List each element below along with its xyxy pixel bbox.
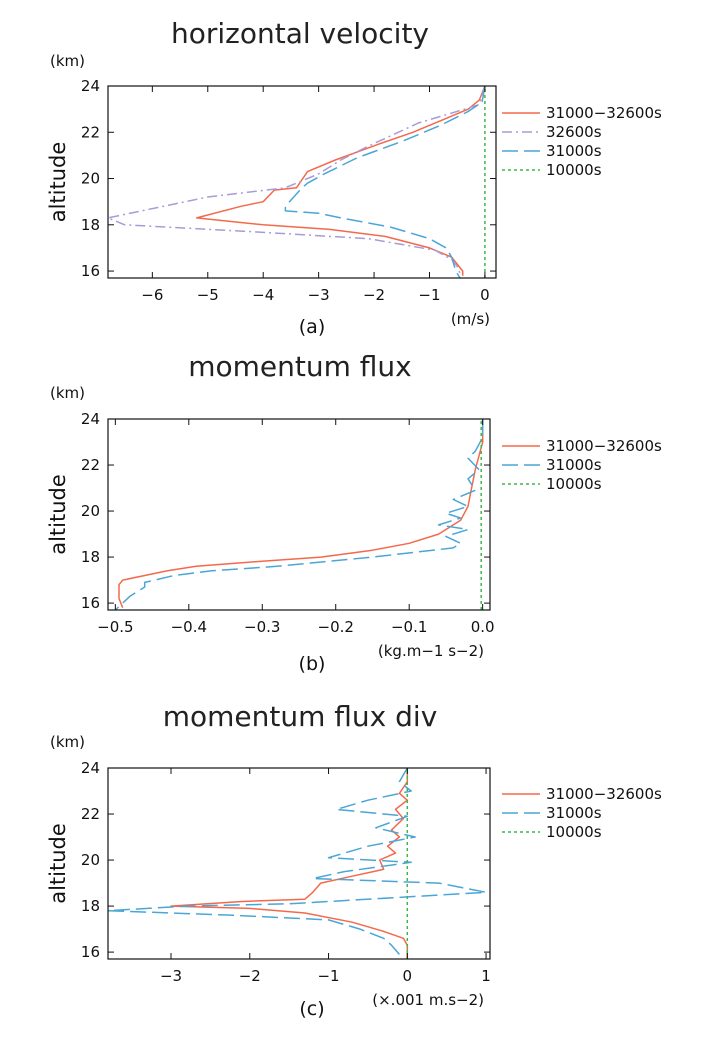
series-group (114, 419, 484, 610)
x-tick-label: −2 (239, 967, 261, 985)
legend-label: 10000s (546, 475, 602, 493)
panel-caption: (a) (299, 316, 325, 338)
chart-title: horizontal velocity (171, 17, 429, 50)
series-line-0 (118, 419, 484, 608)
legend-label: 31000s (546, 456, 602, 474)
y-unit-label: (km) (50, 384, 85, 402)
series-group (108, 86, 486, 278)
plot-frame (107, 85, 497, 279)
series-group (108, 768, 487, 959)
x-tick-label: 0 (480, 286, 490, 304)
y-tick-label: 18 (81, 216, 100, 234)
y-axis-label: altitude (46, 142, 70, 223)
y-tick-label: 24 (81, 410, 100, 428)
panel-caption: (c) (299, 998, 324, 1020)
panel-c-momentum-flux-div: momentum flux div (km) altitude 16 18 20 22 24 −… (46, 700, 662, 1020)
y-tick-label: 20 (81, 851, 100, 869)
x-tick-label: −4 (252, 286, 274, 304)
legend-label: 31000−32600s (546, 437, 662, 455)
panel-caption: (b) (299, 653, 326, 675)
y-tick-label: 22 (81, 456, 100, 474)
legend-label: 31000−32600s (546, 104, 662, 122)
series-line-0 (170, 768, 409, 957)
y-tick-label: 20 (81, 170, 100, 188)
series-line-1 (108, 86, 486, 274)
y-tick-label: 20 (81, 502, 100, 520)
y-tick-label: 16 (81, 943, 100, 961)
legend-label: 10000s (546, 823, 602, 841)
y-tick-label: 24 (81, 77, 100, 95)
x-tick-label: −1 (418, 286, 440, 304)
legend-label: 10000s (546, 161, 602, 179)
x-tick-label: −3 (308, 286, 330, 304)
series-line-2 (284, 86, 486, 278)
legend-label: 31000s (546, 804, 602, 822)
x-tick-label: −1 (317, 967, 339, 985)
chart-title: momentum flux div (163, 700, 438, 733)
panel-b-momentum-flux: momentum flux (km) altitude 16 18 20 22 24 −0.5 −… (46, 350, 662, 675)
series-line-1 (108, 768, 487, 955)
x-tick-label: −5 (197, 286, 219, 304)
chart-title: momentum flux (188, 350, 412, 383)
y-tick-label: 16 (81, 594, 100, 612)
panel-a-horizontal-velocity: horizontal velocity (km) altitude 16 18 20 22 2… (46, 17, 662, 338)
series-line-0 (195, 86, 486, 276)
x-tick-label: −3 (160, 967, 182, 985)
y-tick-label: 16 (81, 262, 100, 280)
x-tick-label: 0 (403, 967, 413, 985)
y-tick-label: 24 (81, 759, 100, 777)
y-tick-label: 22 (81, 123, 100, 141)
x-tick-label: −0.4 (171, 618, 207, 636)
legend-label: 31000−32600s (546, 785, 662, 803)
x-unit-label: (×.001 m.s−2) (372, 991, 484, 1009)
x-unit-label: (kg.m−1 s−2) (378, 642, 484, 660)
x-tick-label: −0.1 (391, 618, 427, 636)
y-axis-label: altitude (46, 823, 70, 904)
y-axis-label: altitude (46, 474, 70, 555)
y-tick-label: 18 (81, 548, 100, 566)
series-line-1 (114, 419, 484, 610)
x-tick-label: 0.0 (471, 618, 495, 636)
x-tick-label: −6 (141, 286, 163, 304)
y-unit-label: (km) (50, 733, 85, 751)
x-tick-label: −0.2 (318, 618, 354, 636)
plot-frame (107, 418, 491, 611)
x-tick-label: −2 (363, 286, 385, 304)
plot-frame (107, 767, 491, 960)
y-tick-label: 22 (81, 805, 100, 823)
legend-label: 32600s (546, 123, 602, 141)
legend-label: 31000s (546, 142, 602, 160)
x-unit-label: (m/s) (451, 310, 490, 328)
x-tick-label: −0.5 (97, 618, 133, 636)
x-tick-label: −0.3 (244, 618, 280, 636)
x-tick-label: 1 (481, 967, 491, 985)
y-tick-label: 18 (81, 897, 100, 915)
y-unit-label: (km) (50, 52, 85, 70)
